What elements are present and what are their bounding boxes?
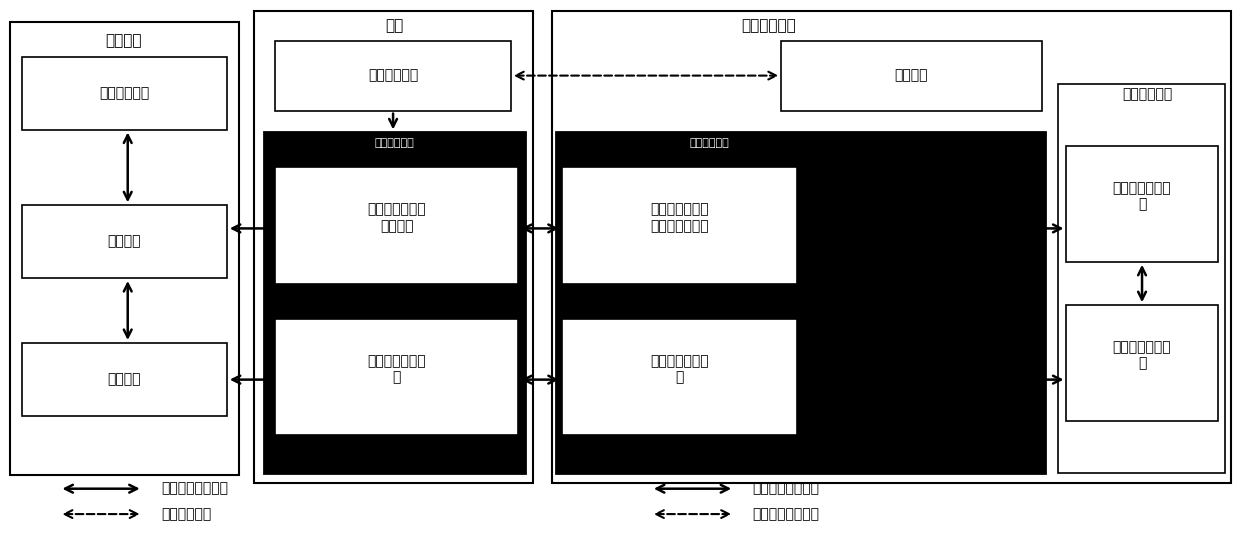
Text: 区域资源状态信
息: 区域资源状态信 息 xyxy=(650,354,709,384)
Text: 干扰约束: 干扰约束 xyxy=(107,234,141,248)
Text: 算法更新信息接口: 算法更新信息接口 xyxy=(753,507,820,521)
Text: 计算各波束带宽
资源和对应参数: 计算各波束带宽 资源和对应参数 xyxy=(650,202,709,233)
Bar xyxy=(275,167,518,284)
Text: 资源控制信息接口: 资源控制信息接口 xyxy=(161,482,228,496)
Text: 更新算法代码: 更新算法代码 xyxy=(368,69,418,83)
Text: 资源调度算法: 资源调度算法 xyxy=(374,138,414,148)
Bar xyxy=(22,343,227,416)
Bar xyxy=(562,319,797,435)
Text: 资源状态更新: 资源状态更新 xyxy=(99,86,149,100)
Bar xyxy=(1066,146,1218,262)
Bar xyxy=(275,319,518,435)
Bar xyxy=(275,40,511,111)
Bar xyxy=(264,132,525,472)
Text: 中心计算单元: 中心计算单元 xyxy=(1122,87,1172,102)
Text: 计算功率资源和
对应参数: 计算功率资源和 对应参数 xyxy=(367,202,427,233)
Bar xyxy=(1066,305,1218,421)
Text: 主站: 主站 xyxy=(386,18,403,33)
Text: 信道条件: 信道条件 xyxy=(107,373,141,387)
Text: 资源调度算法: 资源调度算法 xyxy=(689,138,729,148)
Bar xyxy=(1058,84,1225,472)
Bar xyxy=(781,40,1042,111)
Bar xyxy=(22,205,227,278)
Text: 全局资源状态信
息: 全局资源状态信 息 xyxy=(1112,340,1172,370)
Bar xyxy=(552,11,1231,483)
Bar xyxy=(556,132,1045,472)
Text: 初始化和终止算
法: 初始化和终止算 法 xyxy=(1112,181,1172,211)
Bar xyxy=(562,167,797,284)
Text: 认知信息接口: 认知信息接口 xyxy=(161,507,212,521)
Text: 本地资源状态信
息: 本地资源状态信 息 xyxy=(367,354,427,384)
Bar xyxy=(10,22,239,475)
Text: 资源状态信息接口: 资源状态信息接口 xyxy=(753,482,820,496)
Text: 微波基站: 微波基站 xyxy=(105,33,143,48)
Text: 算法更新: 算法更新 xyxy=(894,69,929,83)
Bar xyxy=(254,11,533,483)
Bar xyxy=(22,57,227,130)
Text: 星载网管中心: 星载网管中心 xyxy=(742,18,796,33)
